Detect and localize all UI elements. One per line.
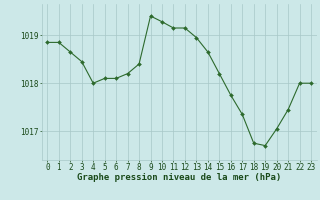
X-axis label: Graphe pression niveau de la mer (hPa): Graphe pression niveau de la mer (hPa)	[77, 173, 281, 182]
